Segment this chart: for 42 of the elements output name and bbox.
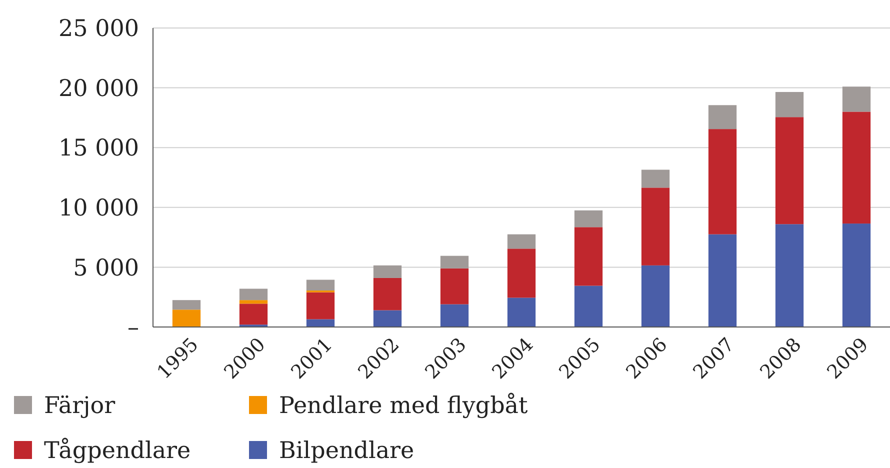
bar [306, 280, 335, 291]
legend-label: Pendlare med flygbåt [279, 392, 529, 420]
y-tick-label: 10 000 [58, 195, 139, 222]
bar [440, 256, 469, 268]
bar [373, 265, 402, 278]
bar [574, 210, 603, 228]
bar [775, 92, 804, 118]
bar [172, 310, 201, 327]
bar [507, 298, 536, 327]
bar [306, 292, 335, 320]
bar [440, 304, 469, 327]
bar [708, 234, 737, 327]
y-tick-label: – [128, 315, 139, 342]
bar [306, 319, 335, 327]
bar [172, 300, 201, 310]
y-tick-label: 5 000 [73, 255, 139, 282]
bar [239, 300, 268, 304]
legend-label: Tågpendlare [44, 437, 191, 464]
bar [641, 188, 670, 266]
bar [775, 117, 804, 224]
bar [440, 268, 469, 304]
bar [507, 234, 536, 249]
legend-label: Färjor [44, 393, 116, 420]
bar [708, 105, 737, 130]
bar [641, 265, 670, 327]
bar [708, 129, 737, 234]
legend-label: Bilpendlare [279, 438, 414, 464]
bar [842, 112, 871, 224]
bar [239, 288, 268, 300]
bar [507, 248, 536, 298]
bar [641, 170, 670, 188]
bar [373, 310, 402, 327]
y-tick-label: 25 000 [58, 16, 139, 42]
bar [574, 227, 603, 286]
bar [842, 86, 871, 112]
y-tick-label: 15 000 [58, 136, 139, 162]
bar [775, 224, 804, 327]
bar [574, 286, 603, 327]
bar [842, 224, 871, 327]
bar [239, 304, 268, 325]
bar [373, 278, 402, 310]
y-tick-label: 20 000 [58, 76, 139, 102]
